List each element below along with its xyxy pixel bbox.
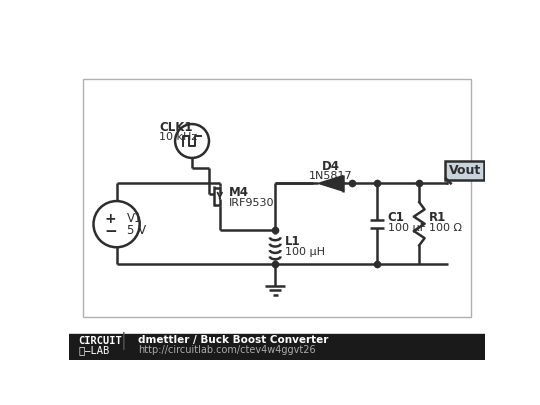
Text: Vout: Vout [449, 164, 481, 177]
Text: 100 Ω: 100 Ω [429, 224, 462, 233]
Text: V1: V1 [127, 211, 143, 224]
Text: L1: L1 [285, 235, 301, 248]
Text: D4: D4 [322, 160, 340, 173]
Text: R1: R1 [429, 211, 447, 224]
Text: 10 kHz: 10 kHz [159, 132, 197, 142]
Text: 5 V: 5 V [127, 224, 146, 237]
Text: |: | [121, 332, 127, 350]
FancyBboxPatch shape [445, 161, 484, 180]
Text: C1: C1 [388, 211, 404, 224]
Text: −: − [104, 224, 117, 239]
Text: http://circuitlab.com/ctev4w4ggvt26: http://circuitlab.com/ctev4w4ggvt26 [138, 345, 316, 355]
Text: 100 μF: 100 μF [388, 224, 426, 233]
Text: M4: M4 [229, 186, 249, 199]
Text: ∾—LAB: ∾—LAB [78, 345, 109, 356]
Polygon shape [318, 176, 343, 191]
Text: 100 μH: 100 μH [285, 247, 325, 257]
Text: 1N5817: 1N5817 [309, 171, 353, 181]
Text: CIRCUIT: CIRCUIT [78, 336, 122, 346]
Text: IRF9530: IRF9530 [229, 198, 274, 208]
Text: CLK1: CLK1 [159, 121, 192, 134]
Text: dmettler / Buck Boost Converter: dmettler / Buck Boost Converter [138, 335, 328, 345]
Text: +: + [105, 212, 116, 226]
Bar [69, 333, 485, 360]
